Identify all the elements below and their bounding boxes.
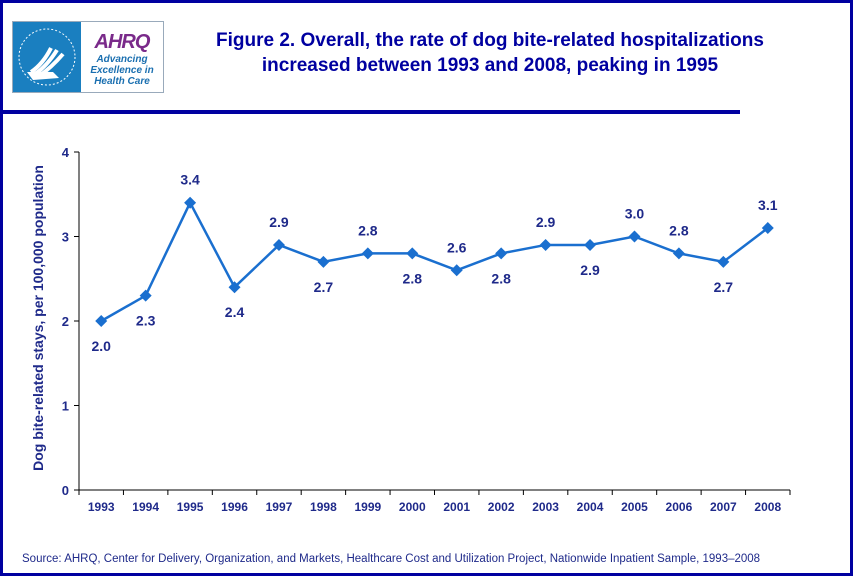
data-point-diamond: [495, 247, 508, 260]
x-tick-label: 2005: [621, 500, 648, 514]
data-point-diamond: [717, 255, 730, 268]
series-line: [100, 199, 769, 323]
data-point-diamond: [184, 196, 197, 209]
data-point-diamond: [539, 238, 552, 251]
header-divider: [0, 110, 740, 114]
x-tick-label: 2006: [666, 500, 693, 514]
data-point-diamond: [672, 247, 685, 260]
x-tick-label: 2003: [532, 500, 559, 514]
data-point-diamond: [139, 289, 152, 302]
data-point-diamond: [628, 230, 641, 243]
x-tick-label: 2001: [443, 500, 470, 514]
data-label: 2.8: [403, 270, 423, 286]
x-tick-label: 1998: [310, 500, 337, 514]
x-tick-label: 1993: [88, 500, 115, 514]
ahrq-logo: AHRQ Advancing Excellence in Health Care: [12, 21, 164, 93]
data-label: 3.4: [180, 172, 200, 188]
x-tick-label: 1997: [266, 500, 293, 514]
x-tick-label: 2004: [577, 500, 604, 514]
ahrq-wordmark: AHRQ: [94, 31, 151, 53]
x-tick-label: 2000: [399, 500, 426, 514]
x-tick-label: 1996: [221, 500, 248, 514]
data-label: 2.9: [269, 214, 289, 230]
data-label: 2.9: [536, 214, 556, 230]
data-label: 2.8: [669, 222, 689, 238]
data-label: 2.7: [714, 279, 734, 295]
data-label: 2.0: [91, 338, 111, 354]
data-point-diamond: [406, 247, 419, 260]
x-tick-label: 1999: [354, 500, 381, 514]
data-label: 2.8: [358, 222, 378, 238]
data-label: 2.9: [580, 262, 600, 278]
data-point-diamond: [761, 222, 774, 235]
data-point-diamond: [584, 238, 597, 251]
y-axis-label: Dog bite-related stays, per 100,000 popu…: [30, 165, 46, 471]
page-title: Figure 2. Overall, the rate of dog bite-…: [180, 28, 800, 78]
data-point-diamond: [272, 238, 285, 251]
title-line: Figure 2. Overall, the rate of dog bite-…: [216, 30, 764, 51]
x-tick-label: 2007: [710, 500, 737, 514]
data-label: 2.3: [136, 313, 156, 329]
data-label: 2.7: [314, 279, 334, 295]
x-tick-label: 1995: [177, 500, 204, 514]
data-point-diamond: [450, 264, 463, 277]
y-tick-label: 3: [62, 230, 69, 245]
data-label: 3.0: [625, 206, 645, 222]
data-point-diamond: [228, 281, 241, 294]
y-tick-label: 0: [62, 483, 69, 498]
hhs-eagle-logo: [13, 22, 81, 92]
data-label: 2.6: [447, 239, 467, 255]
logo-tagline: Health Care: [94, 76, 150, 87]
y-tick-label: 2: [62, 314, 69, 329]
data-label: 3.1: [758, 197, 778, 213]
x-tick-label: 1994: [132, 500, 159, 514]
data-label: 2.8: [491, 270, 511, 286]
data-point-diamond: [95, 315, 108, 327]
logo-tagline: Excellence in: [90, 65, 154, 76]
source-note: Source: AHRQ, Center for Delivery, Organ…: [22, 553, 761, 565]
y-tick-label: 4: [62, 145, 70, 160]
data-label: 2.4: [225, 304, 245, 320]
logo-tagline: Advancing: [96, 54, 148, 65]
title-line: increased between 1993 and 2008, peaking…: [261, 55, 719, 76]
y-tick-label: 1: [62, 399, 69, 414]
x-tick-label: 2008: [754, 500, 781, 514]
data-point-diamond: [317, 255, 330, 268]
x-tick-label: 2002: [488, 500, 515, 514]
data-point-diamond: [361, 247, 374, 260]
